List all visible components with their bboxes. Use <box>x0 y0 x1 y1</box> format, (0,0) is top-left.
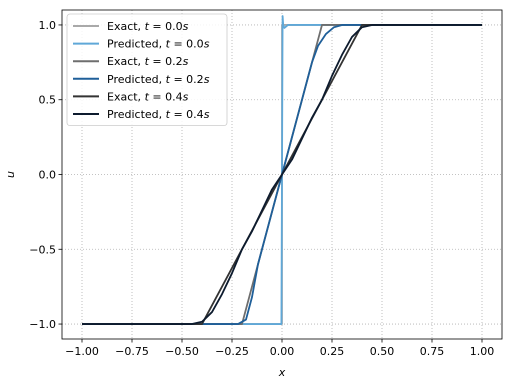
x-tick-label: 0.75 <box>420 345 445 358</box>
legend-label: Predicted, t = 0.0s <box>107 38 210 51</box>
x-tick-label: −0.25 <box>215 345 249 358</box>
legend-label: Predicted, t = 0.2s <box>107 73 210 86</box>
x-tick-label: −0.50 <box>165 345 199 358</box>
series-line-2 <box>82 15 482 325</box>
legend-label: Predicted, t = 0.4s <box>107 108 210 121</box>
x-tick-label: 1.00 <box>470 345 495 358</box>
series-line-4 <box>82 24 482 325</box>
y-axis-label: u <box>4 171 17 178</box>
legend-label: Exact, t = 0.2s <box>107 55 189 68</box>
x-tick-label: 0.00 <box>270 345 295 358</box>
x-tick-label: 0.25 <box>320 345 345 358</box>
series-line-6 <box>82 24 482 325</box>
x-tick-label: −1.00 <box>65 345 99 358</box>
y-tick-label: −1.0 <box>29 318 56 331</box>
legend: Exact, t = 0.0s Predicted, t = 0.0s Exact,… <box>66 13 228 126</box>
legend-label: Exact, t = 0.4s <box>107 90 189 103</box>
y-tick-label: 0.0 <box>39 169 57 182</box>
legend-box <box>66 13 228 126</box>
y-tick-label: 0.5 <box>39 94 57 107</box>
y-tick-label: 1.0 <box>39 19 57 32</box>
ticks: −1.00 −0.75 −0.50 −0.25 0.00 0.25 0.50 0.75 1.00… <box>29 19 494 358</box>
y-tick-label: −0.5 <box>29 243 56 256</box>
legend-label: Exact, t = 0.0s <box>107 20 189 33</box>
x-tick-label: −0.75 <box>115 345 149 358</box>
x-tick-label: 0.50 <box>370 345 395 358</box>
x-axis-label: x <box>278 366 286 379</box>
series-lines <box>82 15 482 325</box>
